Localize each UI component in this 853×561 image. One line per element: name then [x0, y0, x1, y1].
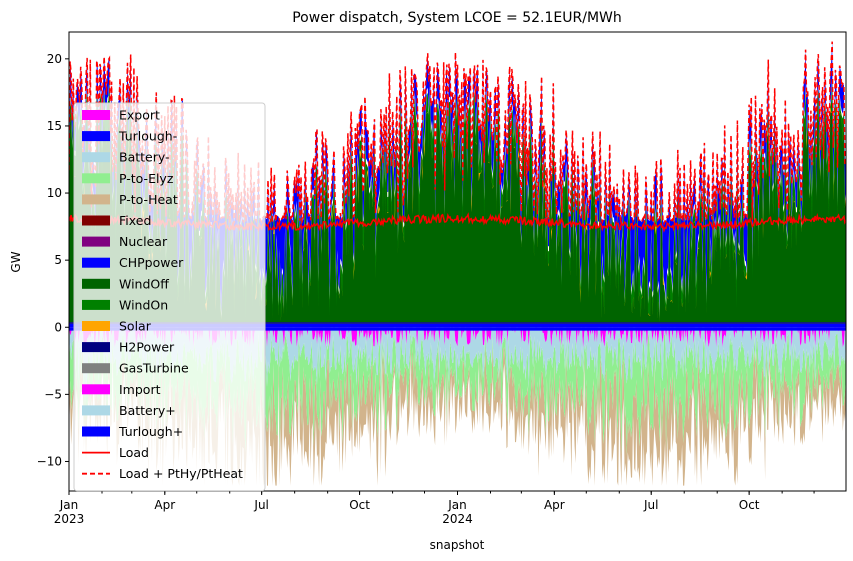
- legend-label: P-to-Heat: [119, 192, 178, 207]
- legend-label: Battery+: [119, 403, 176, 418]
- x-tick-label: Apr: [154, 498, 175, 512]
- legend-swatch: [82, 257, 110, 268]
- x-tick-label: Jan: [59, 498, 79, 512]
- legend-swatch: [82, 363, 110, 374]
- legend: Export Turlough- Battery- P-to-Elyz P-to-Hea…: [73, 102, 266, 492]
- legend-label: Fixed: [119, 213, 151, 228]
- legend-item: Battery-: [82, 150, 170, 165]
- legend-label: Load: [119, 445, 149, 460]
- legend-swatch: [82, 131, 110, 142]
- legend-label: P-to-Elyz: [119, 171, 174, 186]
- legend-swatch: [82, 173, 110, 184]
- legend-item: Fixed: [82, 213, 151, 228]
- legend-item: Load: [82, 445, 149, 460]
- legend-item: Battery+: [82, 403, 176, 418]
- legend-item: Nuclear: [82, 234, 168, 249]
- legend-box: [73, 102, 266, 492]
- y-tick-label: 5: [54, 253, 62, 267]
- legend-item: WindOn: [82, 297, 168, 312]
- y-axis-label: GW: [9, 251, 23, 272]
- legend-label: Import: [119, 382, 161, 397]
- legend-label: WindOn: [119, 297, 168, 312]
- legend-label: WindOff: [119, 276, 169, 291]
- legend-item: H2Power: [82, 340, 175, 355]
- legend-swatch: [82, 342, 110, 353]
- legend-swatch: [82, 152, 110, 163]
- y-tick-label: −5: [44, 387, 62, 401]
- legend-label: Turlough-: [118, 129, 177, 144]
- legend-label: Export: [119, 108, 160, 123]
- y-axis: −10 −5 0 5 10 15 20: [37, 52, 69, 468]
- x-tick-year-label: 2023: [54, 512, 85, 526]
- legend-swatch: [82, 321, 110, 331]
- legend-swatch: [82, 384, 110, 395]
- x-tick-label: Apr: [544, 498, 565, 512]
- y-tick-label: 15: [47, 119, 62, 133]
- legend-swatch: [82, 405, 110, 416]
- legend-swatch: [82, 299, 110, 310]
- legend-label: Solar: [119, 319, 152, 334]
- legend-label: GasTurbine: [119, 361, 189, 376]
- legend-item: Export: [82, 108, 160, 123]
- x-axis-label: snapshot: [430, 538, 485, 552]
- legend-item: Turlough+: [82, 424, 183, 439]
- x-tick-label: Oct: [739, 498, 760, 512]
- legend-swatch: [82, 110, 110, 120]
- legend-swatch: [82, 278, 110, 289]
- legend-item: Import: [82, 382, 161, 397]
- legend-item: WindOff: [82, 276, 169, 291]
- legend-swatch: [82, 215, 110, 226]
- area-export: [69, 327, 846, 348]
- legend-item: GasTurbine: [82, 361, 189, 376]
- legend-swatch: [82, 236, 110, 247]
- legend-item: Turlough-: [82, 129, 177, 144]
- legend-swatch: [82, 194, 110, 205]
- x-tick-label: Oct: [349, 498, 370, 512]
- legend-item: P-to-Heat: [82, 192, 178, 207]
- y-tick-label: −10: [37, 454, 62, 468]
- y-tick-label: 10: [47, 186, 62, 200]
- legend-item: Load + PtHy/PtHeat: [82, 466, 243, 481]
- legend-label: Turlough+: [118, 424, 183, 439]
- x-tick-label: Jan: [447, 498, 467, 512]
- area-battery-: [69, 327, 846, 390]
- y-tick-label: 0: [54, 320, 62, 334]
- legend-item: P-to-Elyz: [82, 171, 174, 186]
- legend-label: H2Power: [119, 340, 175, 355]
- chart-title: Power dispatch, System LCOE = 52.1EUR/MW…: [292, 10, 622, 26]
- x-tick-year-label: 2024: [442, 512, 473, 526]
- legend-label: Load + PtHy/PtHeat: [119, 466, 243, 481]
- x-tick-label: Jul: [253, 498, 268, 512]
- legend-label: Battery-: [119, 150, 170, 165]
- x-tick-label: Jul: [643, 498, 658, 512]
- legend-label: Nuclear: [119, 234, 168, 249]
- legend-item: CHPpower: [82, 255, 184, 270]
- legend-swatch: [82, 426, 110, 437]
- y-tick-label: 20: [47, 52, 62, 66]
- legend-item: Solar: [82, 319, 152, 334]
- legend-label: CHPpower: [119, 255, 184, 270]
